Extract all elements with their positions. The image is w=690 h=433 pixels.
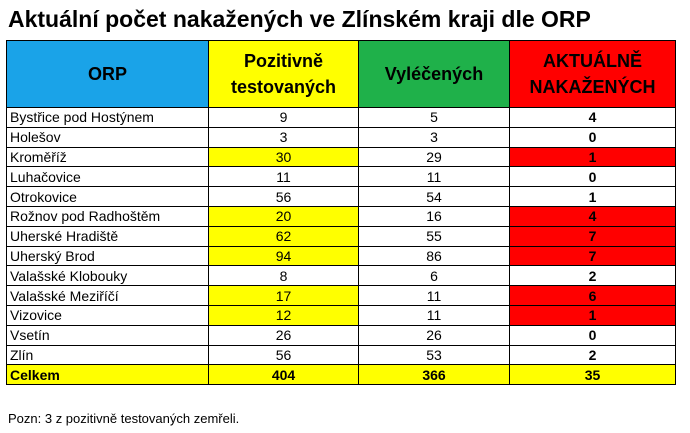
recovered-cell: 29 [358, 146, 510, 168]
header-active-line2: NAKAŽENÝCH [529, 77, 656, 97]
table-row: Rožnov pod Radhoštěm 20 16 4 [6, 205, 676, 227]
positive-cell: 94 [208, 245, 359, 267]
header-active-line1: AKTUÁLNĚ [543, 51, 642, 71]
recovered-cell: 5 [358, 107, 510, 128]
recovered-cell: 54 [358, 186, 510, 207]
table-row: Uherský Brod 94 86 7 [6, 245, 676, 267]
orp-name-cell: Vsetín [6, 324, 209, 346]
positive-cell: 62 [208, 225, 359, 247]
orp-name-cell: Uherský Brod [6, 245, 209, 267]
positive-cell: 12 [208, 304, 359, 326]
table-row: Vsetín 26 26 0 [6, 324, 676, 346]
active-cell: 7 [509, 225, 676, 247]
positive-cell: 30 [208, 146, 359, 168]
positive-cell: 26 [208, 324, 359, 346]
positive-cell: 56 [208, 344, 359, 366]
positive-cell: 8 [208, 265, 359, 287]
active-cell: 0 [509, 166, 676, 188]
active-cell: 7 [509, 245, 676, 267]
recovered-cell: 11 [358, 285, 510, 306]
header-recovered-label: Vyléčených [384, 64, 484, 84]
orp-name-cell: Vizovice [6, 304, 209, 326]
header-orp-label: ORP [87, 64, 127, 84]
table-header-row: ORP Pozitivně testovaných Vyléčených AKT… [6, 40, 676, 108]
active-cell: 0 [509, 126, 676, 148]
orp-name-cell: Valašské Klobouky [6, 265, 209, 287]
header-positive-line2: testovaných [230, 77, 337, 97]
recovered-cell: 11 [358, 166, 510, 188]
header-positive-line1: Pozitivně [243, 51, 323, 71]
active-cell: 4 [509, 205, 676, 227]
table-row: Vizovice 12 11 1 [6, 304, 676, 326]
active-cell: 2 [509, 265, 676, 287]
header-recovered: Vyléčených [358, 40, 510, 108]
total-name-cell: Celkem [6, 364, 209, 386]
orp-name-cell: Luhačovice [6, 166, 209, 188]
orp-table: ORP Pozitivně testovaných Vyléčených AKT… [6, 40, 676, 386]
table-row: Otrokovice 56 54 1 [6, 186, 676, 207]
orp-name-cell: Holešov [6, 126, 209, 148]
table-row: Holešov 3 3 0 [6, 126, 676, 148]
page-title: Aktuální počet nakažených ve Zlínském kr… [8, 6, 591, 32]
orp-name-cell: Zlín [6, 344, 209, 366]
table-row: Valašské Klobouky 8 6 2 [6, 265, 676, 287]
positive-cell: 20 [208, 205, 359, 227]
table-row: Uherské Hradiště 62 55 7 [6, 225, 676, 247]
orp-name-cell: Valašské Meziříčí [6, 285, 209, 306]
header-orp: ORP [6, 40, 209, 108]
recovered-cell: 26 [358, 324, 510, 346]
active-cell: 2 [509, 344, 676, 366]
recovered-cell: 53 [358, 344, 510, 366]
recovered-cell: 11 [358, 304, 510, 326]
recovered-cell: 16 [358, 205, 510, 227]
positive-cell: 3 [208, 126, 359, 148]
table-row: Kroměříž 30 29 1 [6, 146, 676, 168]
table-row: Bystřice pod Hostýnem 9 5 4 [6, 107, 676, 128]
positive-cell: 11 [208, 166, 359, 188]
table-row: Valašské Meziříčí 17 11 6 [6, 285, 676, 306]
positive-cell: 17 [208, 285, 359, 306]
active-cell: 1 [509, 146, 676, 168]
recovered-cell: 6 [358, 265, 510, 287]
recovered-cell: 55 [358, 225, 510, 247]
footnote: Pozn: 3 z pozitivně testovaných zemřeli. [8, 411, 240, 426]
orp-name-cell: Rožnov pod Radhoštěm [6, 205, 209, 227]
active-cell: 0 [509, 324, 676, 346]
recovered-cell: 3 [358, 126, 510, 148]
total-row: Celkem 404 366 35 [6, 364, 676, 386]
orp-name-cell: Uherské Hradiště [6, 225, 209, 247]
total-active-cell: 35 [509, 364, 676, 386]
table-row: Zlín 56 53 2 [6, 344, 676, 366]
active-cell: 1 [509, 304, 676, 326]
header-active: AKTUÁLNĚ NAKAŽENÝCH [509, 40, 676, 108]
positive-cell: 56 [208, 186, 359, 207]
active-cell: 6 [509, 285, 676, 306]
total-recovered-cell: 366 [358, 364, 510, 386]
active-cell: 1 [509, 186, 676, 207]
positive-cell: 9 [208, 107, 359, 128]
active-cell: 4 [509, 107, 676, 128]
orp-name-cell: Bystřice pod Hostýnem [6, 107, 209, 128]
orp-name-cell: Kroměříž [6, 146, 209, 168]
total-positive-cell: 404 [208, 364, 359, 386]
recovered-cell: 86 [358, 245, 510, 267]
orp-name-cell: Otrokovice [6, 186, 209, 207]
header-positive: Pozitivně testovaných [208, 40, 359, 108]
table-row: Luhačovice 11 11 0 [6, 166, 676, 188]
